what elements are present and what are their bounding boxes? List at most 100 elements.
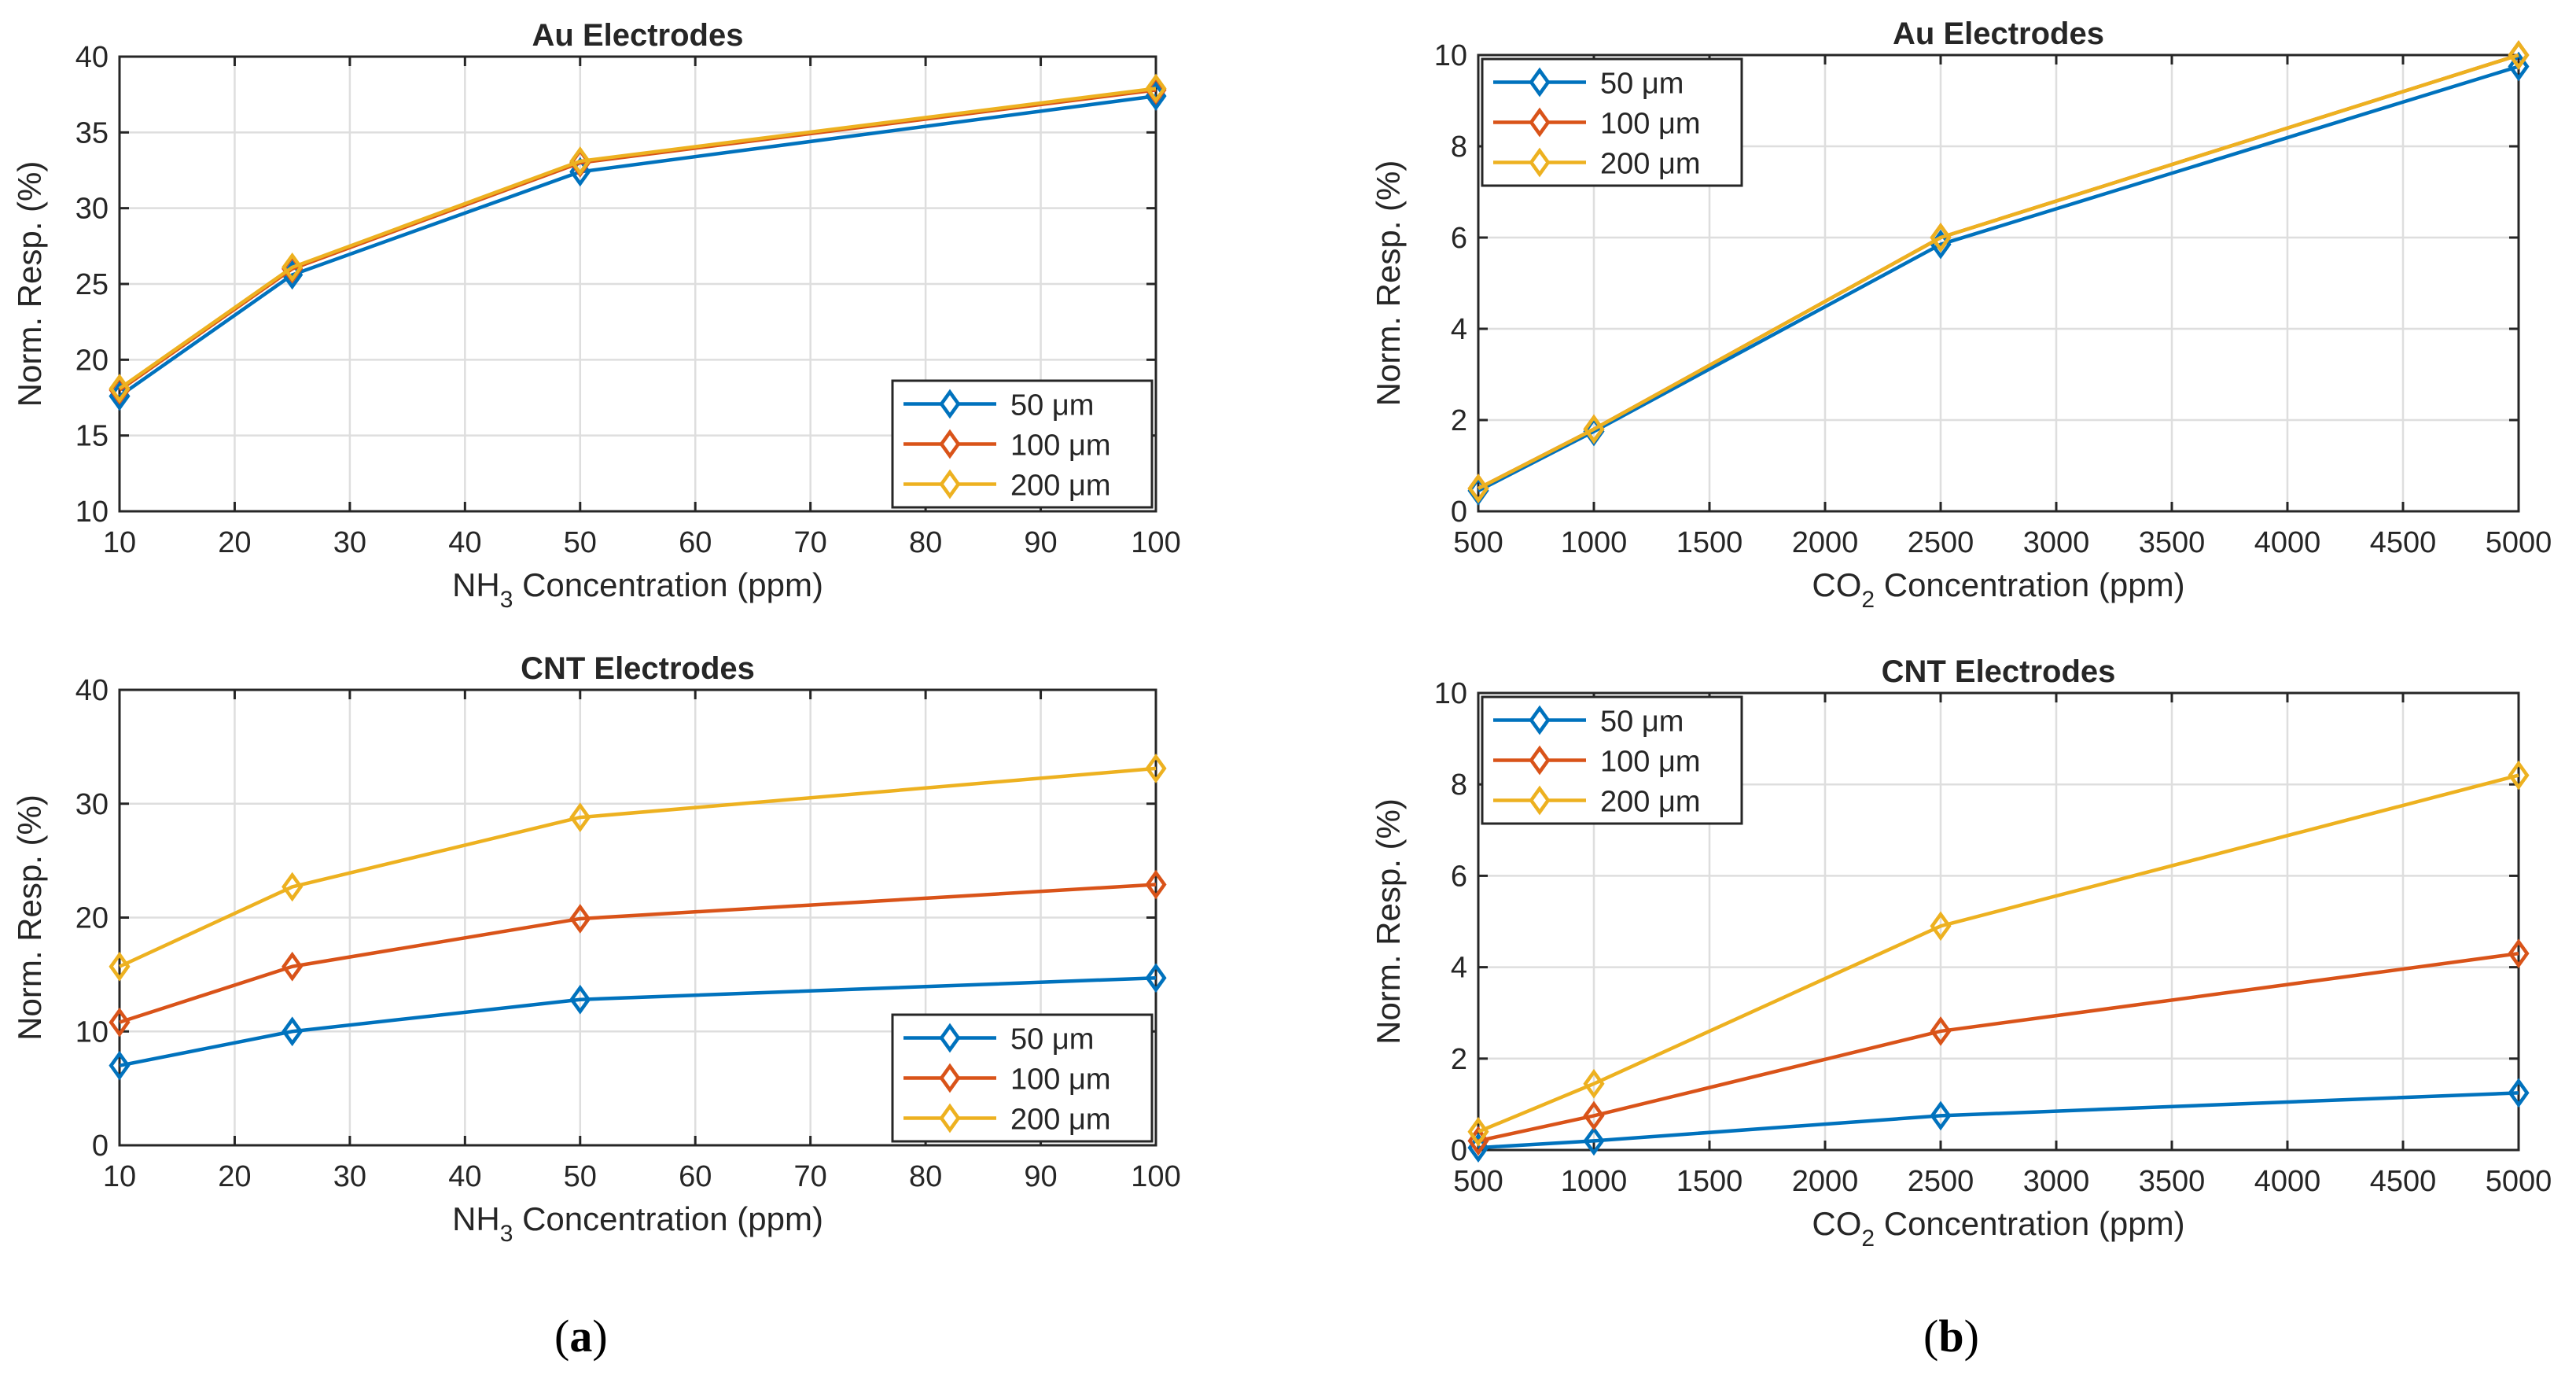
data-point-marker: [569, 984, 591, 1015]
data-point-marker: [109, 1007, 131, 1038]
x-axis-label: CO2 Concentration (ppm): [1812, 566, 2184, 613]
x-axis-label-subscript: 3: [500, 1221, 513, 1247]
x-tick-label: 50: [564, 526, 597, 559]
series-line: [1478, 951, 2519, 1143]
y-tick-label: 8: [1451, 131, 1467, 164]
data-point-marker: [1583, 414, 1605, 444]
legend-marker: [939, 469, 961, 499]
chart-4: 500 1000 1500 2000 2500 3000 3500 4000 4500 5000 0…: [1370, 654, 2552, 1251]
x-tick-label: 60: [679, 526, 712, 559]
data-point-marker: [569, 802, 591, 832]
legend-marker: [939, 389, 961, 419]
x-tick-label: 20: [218, 1160, 251, 1193]
x-tick-label: 4500: [2370, 526, 2437, 559]
legend-marker: [1529, 67, 1551, 98]
series-line: [1477, 53, 2519, 491]
x-axis-label-main: CO: [1812, 1205, 1861, 1242]
legend-label: 100 μm: [1600, 746, 1701, 779]
y-tick-label: 6: [1451, 222, 1467, 255]
x-tick-label: 40: [448, 526, 481, 559]
y-tick-label: 25: [75, 268, 109, 301]
x-tick-label: 500: [1453, 526, 1503, 559]
x-tick-label: 30: [333, 1160, 366, 1193]
x-tick-label: 70: [794, 1160, 827, 1193]
x-tick-label: 3000: [2023, 526, 2090, 559]
series-line: [118, 94, 1157, 398]
legend-label: 200 μm: [1600, 786, 1701, 819]
chart-1: 10 20 30 40 50 60 70 80 90 100 10 15 20 25 30 35 40 Au El…: [11, 18, 1181, 613]
legend-label: 50 μm: [1600, 706, 1684, 739]
caption-b-letter: b: [1938, 1310, 1964, 1362]
data-point-marker: [282, 1016, 304, 1047]
y-tick-label: 20: [75, 344, 109, 377]
chart-title: Au Electrodes: [532, 18, 744, 53]
y-tick-label: 10: [1434, 39, 1467, 72]
x-tick-label: 10: [103, 526, 136, 559]
series-3: [109, 754, 1167, 982]
data-point-marker: [1145, 754, 1167, 783]
data-point-marker: [1467, 474, 1489, 503]
x-tick-label: 20: [218, 526, 251, 559]
series-3: [1467, 40, 2530, 503]
x-axis-label-subscript: 2: [1861, 587, 1875, 613]
legend-label: 100 μm: [1010, 1063, 1111, 1097]
legend: 50 μm 100 μm 200 μm: [891, 379, 1154, 509]
chart-title: Au Electrodes: [1893, 17, 2104, 51]
data-point-marker: [1583, 1126, 1605, 1156]
y-axis-label: Norm. Resp. (%): [1370, 798, 1407, 1045]
legend: 50 μm 100 μm 200 μm: [1481, 695, 1743, 825]
x-tick-label: 3500: [2139, 1165, 2206, 1198]
y-tick-label: 10: [75, 1015, 109, 1049]
legend-marker: [939, 1023, 961, 1053]
data-point-marker: [2508, 1078, 2530, 1108]
x-axis-label-rest: Concentration (ppm): [1875, 566, 2185, 603]
legend-marker: [1529, 785, 1551, 816]
data-point-marker: [1145, 869, 1167, 900]
x-tick-label: 2500: [1908, 1165, 1974, 1198]
y-tick-label: 8: [1451, 769, 1467, 802]
x-axis-label-rest: Concentration (ppm): [1875, 1205, 2185, 1242]
legend-label: 50 μm: [1010, 389, 1094, 422]
legend-marker: [1529, 107, 1551, 138]
data-point-marker: [2508, 51, 2530, 82]
data-point-marker: [1930, 1100, 1952, 1131]
chart-title: CNT Electrodes: [521, 651, 755, 686]
legend-label: 100 μm: [1010, 429, 1111, 463]
series-3: [109, 73, 1167, 404]
x-tick-label: 3000: [2023, 1165, 2090, 1198]
x-tick-label: 4000: [2254, 1165, 2321, 1198]
data-point-marker: [109, 374, 131, 404]
x-axis-label-rest: Concentration (ppm): [513, 566, 823, 603]
chart-title: CNT Electrodes: [1882, 654, 2116, 689]
y-axis-label: Norm. Resp. (%): [11, 161, 48, 407]
legend-label: 200 μm: [1010, 470, 1111, 503]
series-line: [119, 883, 1157, 1024]
chart-2: 500 1000 1500 2000 2500 3000 3500 4000 4500 5000 0…: [1370, 17, 2552, 613]
y-tick-label: 30: [75, 193, 109, 226]
y-tick-label: 40: [75, 41, 109, 74]
x-axis-label: NH3 Concentration (ppm): [452, 1200, 823, 1247]
y-tick-label: 10: [75, 496, 109, 529]
data-point-marker: [109, 1050, 131, 1081]
legend-marker: [939, 1063, 961, 1093]
x-tick-label: 60: [679, 1160, 712, 1193]
data-point-marker: [109, 951, 131, 982]
y-tick-label: 10: [1434, 677, 1467, 710]
legend: 50 μm 100 μm 200 μm: [891, 1013, 1154, 1143]
x-axis-label-subscript: 3: [500, 587, 513, 613]
legend-label: 200 μm: [1010, 1104, 1111, 1137]
x-tick-label: 100: [1131, 526, 1180, 559]
x-tick-label: 1000: [1561, 526, 1628, 559]
series-line: [1477, 65, 2519, 492]
data-point-marker: [1930, 911, 1952, 942]
data-point-marker: [1467, 1116, 1489, 1147]
x-tick-label: 30: [333, 526, 366, 559]
y-tick-label: 4: [1451, 313, 1467, 346]
data-point-marker: [1583, 1068, 1605, 1099]
legend-marker: [1529, 705, 1551, 735]
y-tick-label: 6: [1451, 860, 1467, 893]
data-point-marker: [1583, 1100, 1605, 1131]
data-point-marker: [2508, 760, 2530, 791]
x-tick-label: 50: [564, 1160, 597, 1193]
